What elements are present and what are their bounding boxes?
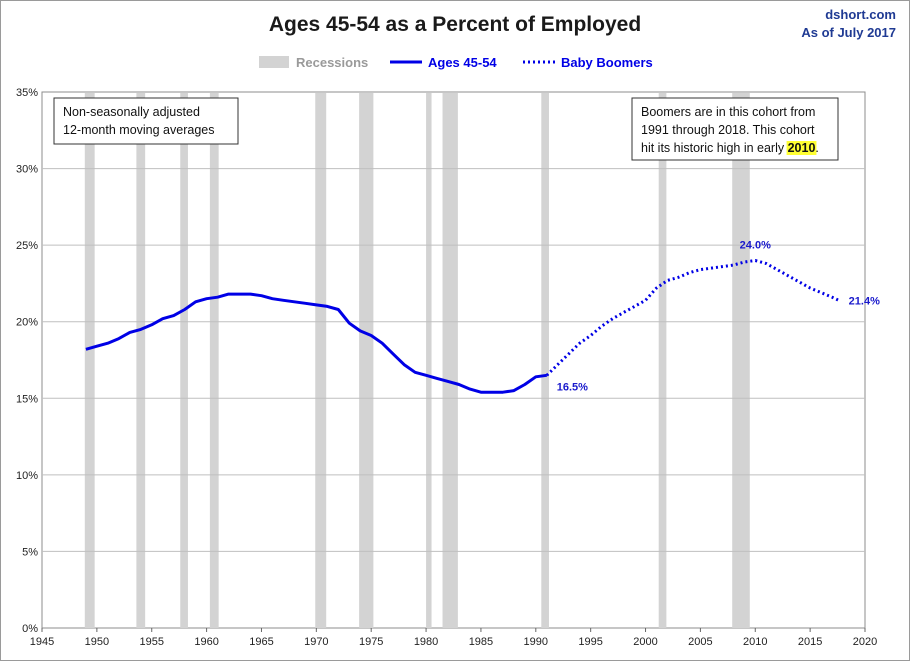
note-left-box <box>53 97 239 145</box>
y-tick-label: 15% <box>16 393 38 405</box>
note-right-line-3-pre: hit its historic high in early <box>641 141 788 155</box>
y-tick-label: 10% <box>16 470 38 482</box>
series-line-ages-45-54 <box>85 292 548 394</box>
note-left: Non-seasonally adjusted 12-month moving … <box>53 97 239 145</box>
note-right-line-3-year: 2010 <box>788 141 816 155</box>
x-tick-label: 1995 <box>578 636 602 648</box>
chart-title: Ages 45-54 as a Percent of Employed <box>269 13 641 36</box>
note-left-line-2: 12-month moving averages <box>63 123 214 137</box>
x-tick-label: 1985 <box>469 636 493 648</box>
recession-band-3 <box>209 93 219 628</box>
x-tick-label: 1980 <box>414 636 438 648</box>
data-labels: 16.5% 24.0% 21.4% <box>557 239 880 393</box>
y-axis: 0% 5% 10% 15% 20% 25% 30% 35% <box>16 87 38 635</box>
note-right-line-3: hit its historic high in early 2010. <box>641 141 819 155</box>
legend-ages-label: Ages 45-54 <box>428 55 497 70</box>
legend: Recessions Ages 45-54 Baby Boomers <box>259 55 653 70</box>
highlight-2010 <box>786 141 817 155</box>
y-tick-label: 20% <box>16 317 38 329</box>
x-tick-label: 1950 <box>85 636 109 648</box>
legend-recessions-label: Recessions <box>296 55 368 70</box>
legend-boomers-label: Baby Boomers <box>561 55 653 70</box>
y-tick-label: 25% <box>16 240 38 252</box>
source-label: dshort.com <box>825 7 896 22</box>
recession-band-9 <box>658 93 667 628</box>
gridlines <box>42 168 865 552</box>
x-tick-label: 2005 <box>688 636 712 648</box>
x-tick-label: 2010 <box>743 636 767 648</box>
x-tick-label: 1990 <box>524 636 548 648</box>
x-tick-label: 2020 <box>853 636 877 648</box>
data-label-0: 16.5% <box>557 381 588 393</box>
x-tick-label: 1945 <box>30 636 54 648</box>
recession-band-1 <box>136 93 146 628</box>
x-axis: 1945 1950 1955 1960 1965 1970 1975 1980 1985 1990… <box>30 628 877 648</box>
note-right-line-3-post: . <box>815 141 818 155</box>
x-tick-label: 2000 <box>633 636 657 648</box>
recession-band-2 <box>180 93 188 628</box>
x-tick-label: 1975 <box>359 636 383 648</box>
series <box>85 259 840 394</box>
recession-band-0 <box>84 93 95 628</box>
series-line-baby-boomers <box>545 259 840 377</box>
date-label: As of July 2017 <box>801 25 896 40</box>
plot-area: 0%5%10%15%20%25%30%35% 1945 1950 1955 1960 1… <box>16 87 880 648</box>
recession-band-4 <box>315 93 327 628</box>
y-tick-label: 0% <box>22 623 38 635</box>
data-label-1: 24.0% <box>740 239 771 251</box>
recession-bands <box>84 93 750 628</box>
x-tick-label: 1970 <box>304 636 328 648</box>
x-tick-label: 1960 <box>194 636 218 648</box>
recession-band-5 <box>359 93 374 628</box>
legend-recessions-swatch <box>259 56 289 68</box>
y-tick-label: 5% <box>22 546 38 558</box>
note-right-line-1: Boomers are in this cohort from <box>641 105 815 119</box>
recession-band-8 <box>541 93 549 628</box>
x-tick-label: 1965 <box>249 636 273 648</box>
note-left-line-1: Non-seasonally adjusted <box>63 105 200 119</box>
y-tick-label: 35% <box>16 87 38 99</box>
note-right-line-2: 1991 through 2018. This cohort <box>641 123 815 137</box>
recession-band-6 <box>426 93 432 628</box>
data-label-2: 21.4% <box>849 295 880 307</box>
recession-band-10 <box>732 93 750 628</box>
y-tick-label: 30% <box>16 164 38 176</box>
x-tick-label: 2015 <box>798 636 822 648</box>
note-right: Boomers are in this cohort from 1991 thr… <box>631 97 839 161</box>
x-tick-label: 1955 <box>139 636 163 648</box>
recession-band-7 <box>442 93 458 628</box>
